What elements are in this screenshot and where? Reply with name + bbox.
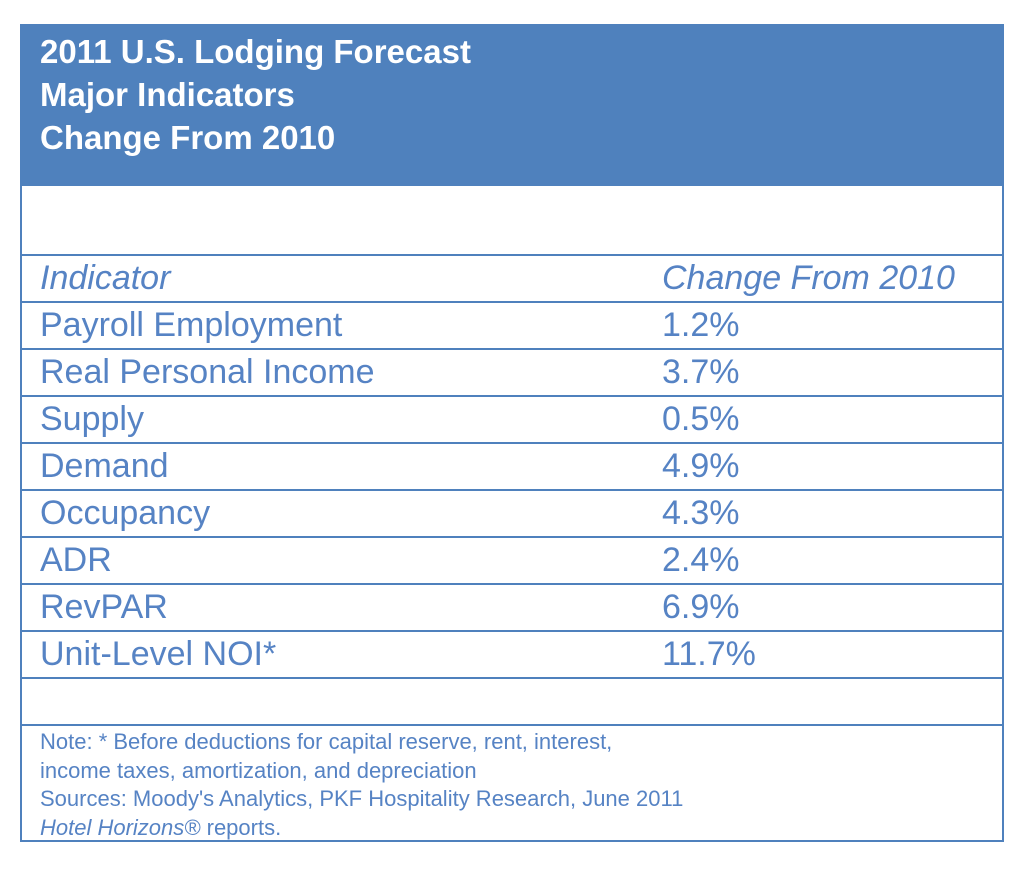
table-row: ADR 2.4% bbox=[22, 536, 1002, 583]
title-line-3: Change From 2010 bbox=[40, 119, 336, 156]
change-cell: 3.7% bbox=[662, 353, 740, 391]
indicator-cell: ADR bbox=[40, 541, 112, 579]
change-cell: 2.4% bbox=[662, 541, 740, 579]
change-cell: 0.5% bbox=[662, 400, 740, 438]
publication-suffix: reports. bbox=[200, 814, 282, 840]
empty-row bbox=[22, 184, 1002, 254]
change-cell: 4.3% bbox=[662, 494, 740, 532]
indicator-cell: Unit-Level NOI* bbox=[40, 635, 277, 673]
table-row: Demand 4.9% bbox=[22, 442, 1002, 489]
indicator-cell: Demand bbox=[40, 447, 169, 485]
indicator-cell: Occupancy bbox=[40, 494, 211, 532]
column-header-row: Indicator Change From 2010 bbox=[22, 254, 1002, 301]
indicator-cell: Real Personal Income bbox=[40, 353, 375, 391]
change-cell: 4.9% bbox=[662, 447, 740, 485]
table-row: Occupancy 4.3% bbox=[22, 489, 1002, 536]
indicator-cell: RevPAR bbox=[40, 588, 168, 626]
table-row: Real Personal Income 3.7% bbox=[22, 348, 1002, 395]
footnote: Note: * Before deductions for capital re… bbox=[22, 724, 1002, 842]
forecast-table: 2011 U.S. Lodging Forecast Major Indicat… bbox=[20, 24, 1004, 842]
change-cell: 6.9% bbox=[662, 588, 740, 626]
column-header-change: Change From 2010 bbox=[662, 259, 955, 297]
sources-line: Sources: Moody's Analytics, PKF Hospital… bbox=[40, 786, 684, 811]
title-line-1: 2011 U.S. Lodging Forecast bbox=[40, 33, 471, 70]
table-row: Payroll Employment 1.2% bbox=[22, 301, 1002, 348]
indicator-cell: Payroll Employment bbox=[40, 306, 343, 344]
note-line-1: Note: * Before deductions for capital re… bbox=[40, 729, 613, 754]
sources-line-2: Hotel Horizons® reports. bbox=[40, 814, 1002, 843]
table-row: Unit-Level NOI* 11.7% bbox=[22, 630, 1002, 677]
table-row: RevPAR 6.9% bbox=[22, 583, 1002, 630]
empty-row bbox=[22, 677, 1002, 724]
column-header-indicator: Indicator bbox=[40, 259, 171, 297]
indicator-cell: Supply bbox=[40, 400, 144, 438]
title-line-2: Major Indicators bbox=[40, 76, 295, 113]
table-header: 2011 U.S. Lodging Forecast Major Indicat… bbox=[22, 26, 1002, 184]
change-cell: 1.2% bbox=[662, 306, 740, 344]
table-row: Supply 0.5% bbox=[22, 395, 1002, 442]
note-line-2: income taxes, amortization, and deprecia… bbox=[40, 757, 477, 783]
change-cell: 11.7% bbox=[662, 635, 756, 673]
publication-name: Hotel Horizons® bbox=[40, 814, 201, 840]
